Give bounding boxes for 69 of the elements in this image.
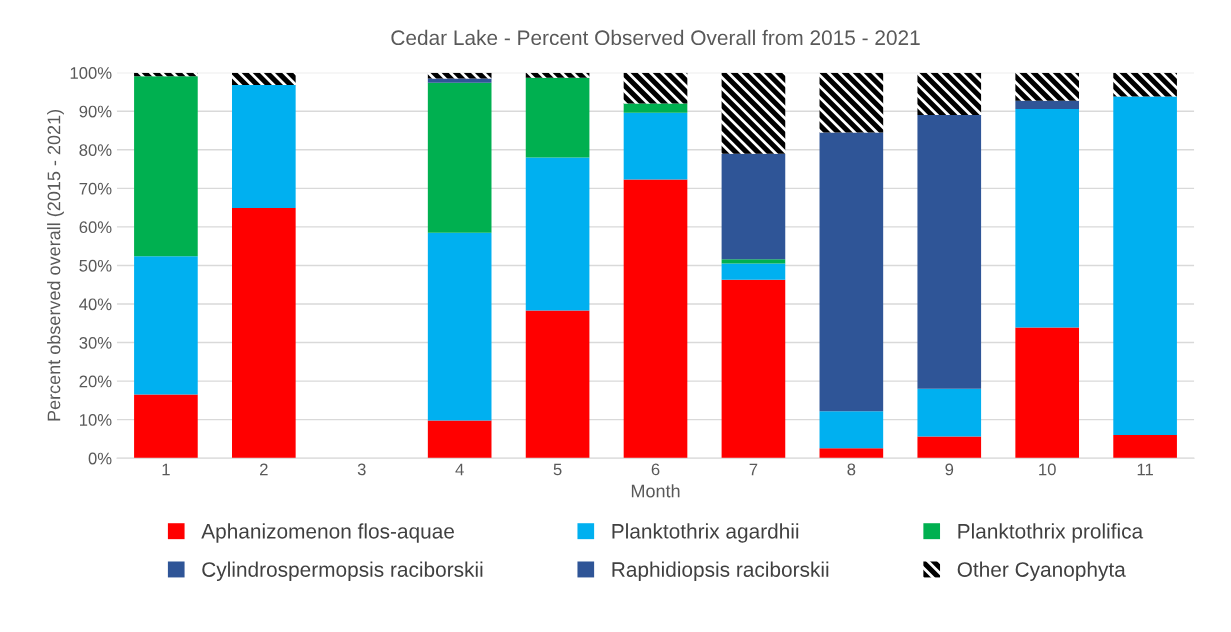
y-tick-label: 80% [79,144,112,156]
bar [1113,96,1177,436]
x-tick-label: 8 [847,463,856,476]
x-tick-label: 6 [651,463,660,476]
y-axis-title: Percent observed overall (2015 - 2021) [47,109,64,421]
bar [819,72,884,133]
bar [525,157,590,311]
bar [1015,100,1080,109]
bar [917,115,982,389]
bar [232,208,296,459]
bar [1113,72,1177,97]
bar [427,420,492,459]
bar [721,259,786,264]
y-tick-label: 60% [79,221,112,234]
bar [721,72,786,154]
legend-label: Aphanizomenon flos-aquae [201,523,454,543]
bar [427,232,492,421]
x-tick-label: 5 [553,463,562,476]
bar [525,77,590,158]
bar [232,72,296,86]
legend-label: Cylindrospermopsis raciborskii [202,561,483,582]
y-tick-label: 70% [79,182,112,195]
bar [1015,108,1080,328]
bar [525,72,590,78]
bar [427,82,492,233]
x-tick-label: 10 [1039,463,1056,476]
bar [917,388,982,437]
bar [721,279,786,459]
x-tick-label: 4 [455,463,464,476]
x-tick-label: 11 [1137,463,1153,476]
bar [917,436,982,459]
bar [819,132,884,412]
bar [623,103,688,113]
y-tick-label: 20% [79,375,112,388]
x-tick-label: 7 [749,463,758,476]
bar [525,310,590,459]
bar [1015,72,1080,101]
x-tick-label: 2 [260,463,268,476]
legend-label: Planktothrix agardhii [612,523,799,543]
bar [1113,435,1177,459]
bar [721,153,786,260]
y-tick-label: 90% [79,105,112,118]
y-tick-label: 100% [70,67,112,79]
bar [427,78,492,83]
bar [134,76,198,257]
bar [721,263,786,280]
bar [1015,327,1080,459]
bar [623,179,688,459]
bar [623,112,688,180]
bar [819,411,884,449]
legend-label: Other Cyanophyta [957,561,1126,582]
bar [134,394,198,459]
y-tick-label: 30% [79,336,112,349]
legend-label: Raphidiopsis raciborskii [612,561,829,582]
x-tick-label: 9 [945,463,954,476]
y-tick-label: 40% [79,298,112,311]
bar [819,448,884,459]
x-tick-label: 1 [162,463,170,476]
legend-label: Planktothrix prolifica [958,523,1144,543]
bar [623,72,688,104]
bar [232,85,296,208]
x-axis-title: Month [631,484,680,498]
chart-title: Cedar Lake - Percent Observed Overall from 2015 - 2021 [391,29,920,46]
bar [917,72,982,116]
y-tick-label: 10% [80,414,112,426]
bar [134,256,198,395]
y-tick-label: 0% [88,452,112,465]
y-tick-label: 50% [79,259,112,272]
x-tick-label: 3 [357,463,366,476]
